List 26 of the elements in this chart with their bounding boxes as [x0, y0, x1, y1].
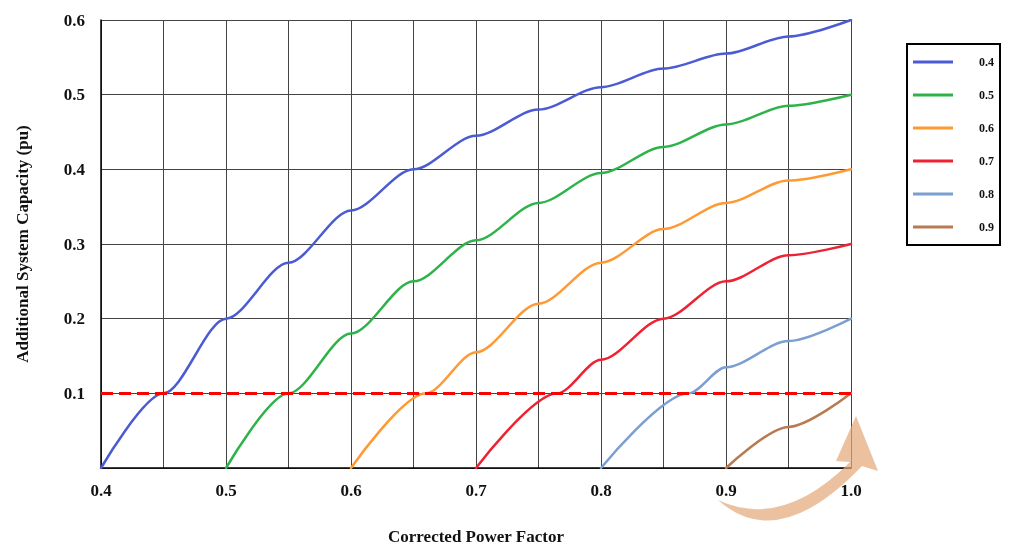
y-tick-label: 0.4 [63, 159, 86, 179]
x-tick-label: 0.9 [715, 481, 737, 500]
line-series [349, 168, 853, 470]
x-axis-title: Corrected Power Factor [388, 527, 565, 546]
line-series [99, 18, 853, 470]
legend-label: 0.9 [979, 220, 994, 234]
y-tick-label: 0.1 [63, 383, 85, 403]
y-tick-label: 0.5 [63, 85, 85, 105]
legend-label: 0.8 [979, 187, 994, 201]
x-tick-label: 0.5 [215, 481, 237, 500]
x-tick-label: 0.6 [340, 481, 362, 500]
x-tick-label: 0.7 [465, 481, 488, 500]
x-tick-label: 0.8 [590, 481, 612, 500]
legend-label: 0.4 [979, 55, 994, 69]
legend-label: 0.6 [979, 121, 994, 135]
line-series [599, 317, 853, 470]
y-axis-title: Additional System Capacity (pu) [13, 125, 32, 363]
y-tick-label: 0.2 [63, 309, 85, 329]
y-tick-label: 0.6 [63, 10, 85, 30]
line-series [474, 242, 853, 470]
text: 1.0 [840, 481, 862, 500]
legend-label: 0.7 [979, 154, 994, 168]
legend-label: 0.5 [979, 88, 994, 102]
line-series [224, 93, 853, 470]
y-tick-label: 0.3 [63, 234, 85, 254]
x-tick-label: 0.4 [90, 481, 113, 500]
